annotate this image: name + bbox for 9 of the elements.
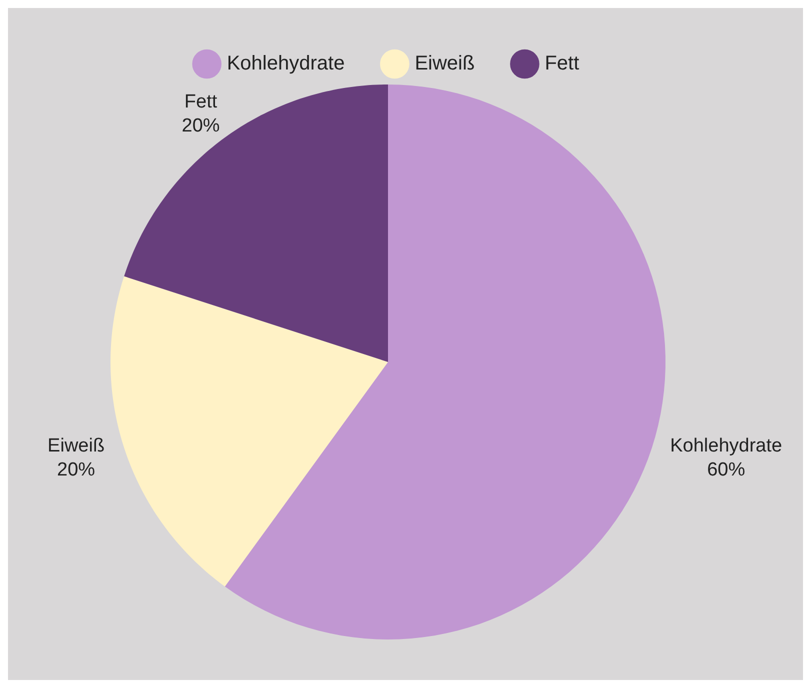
legend-label: Kohlehydrate — [226, 52, 345, 75]
legend-label: Eiweiß — [414, 52, 475, 75]
data-label: 20% — [57, 459, 96, 480]
slice-label: Fett — [184, 91, 218, 112]
slice-label: Kohlehydrate — [670, 435, 782, 456]
slice-label: Eiweiß — [48, 435, 105, 456]
legend-label: Fett — [544, 52, 580, 75]
data-label: 20% — [182, 115, 220, 136]
data-label: 60% — [707, 459, 746, 480]
